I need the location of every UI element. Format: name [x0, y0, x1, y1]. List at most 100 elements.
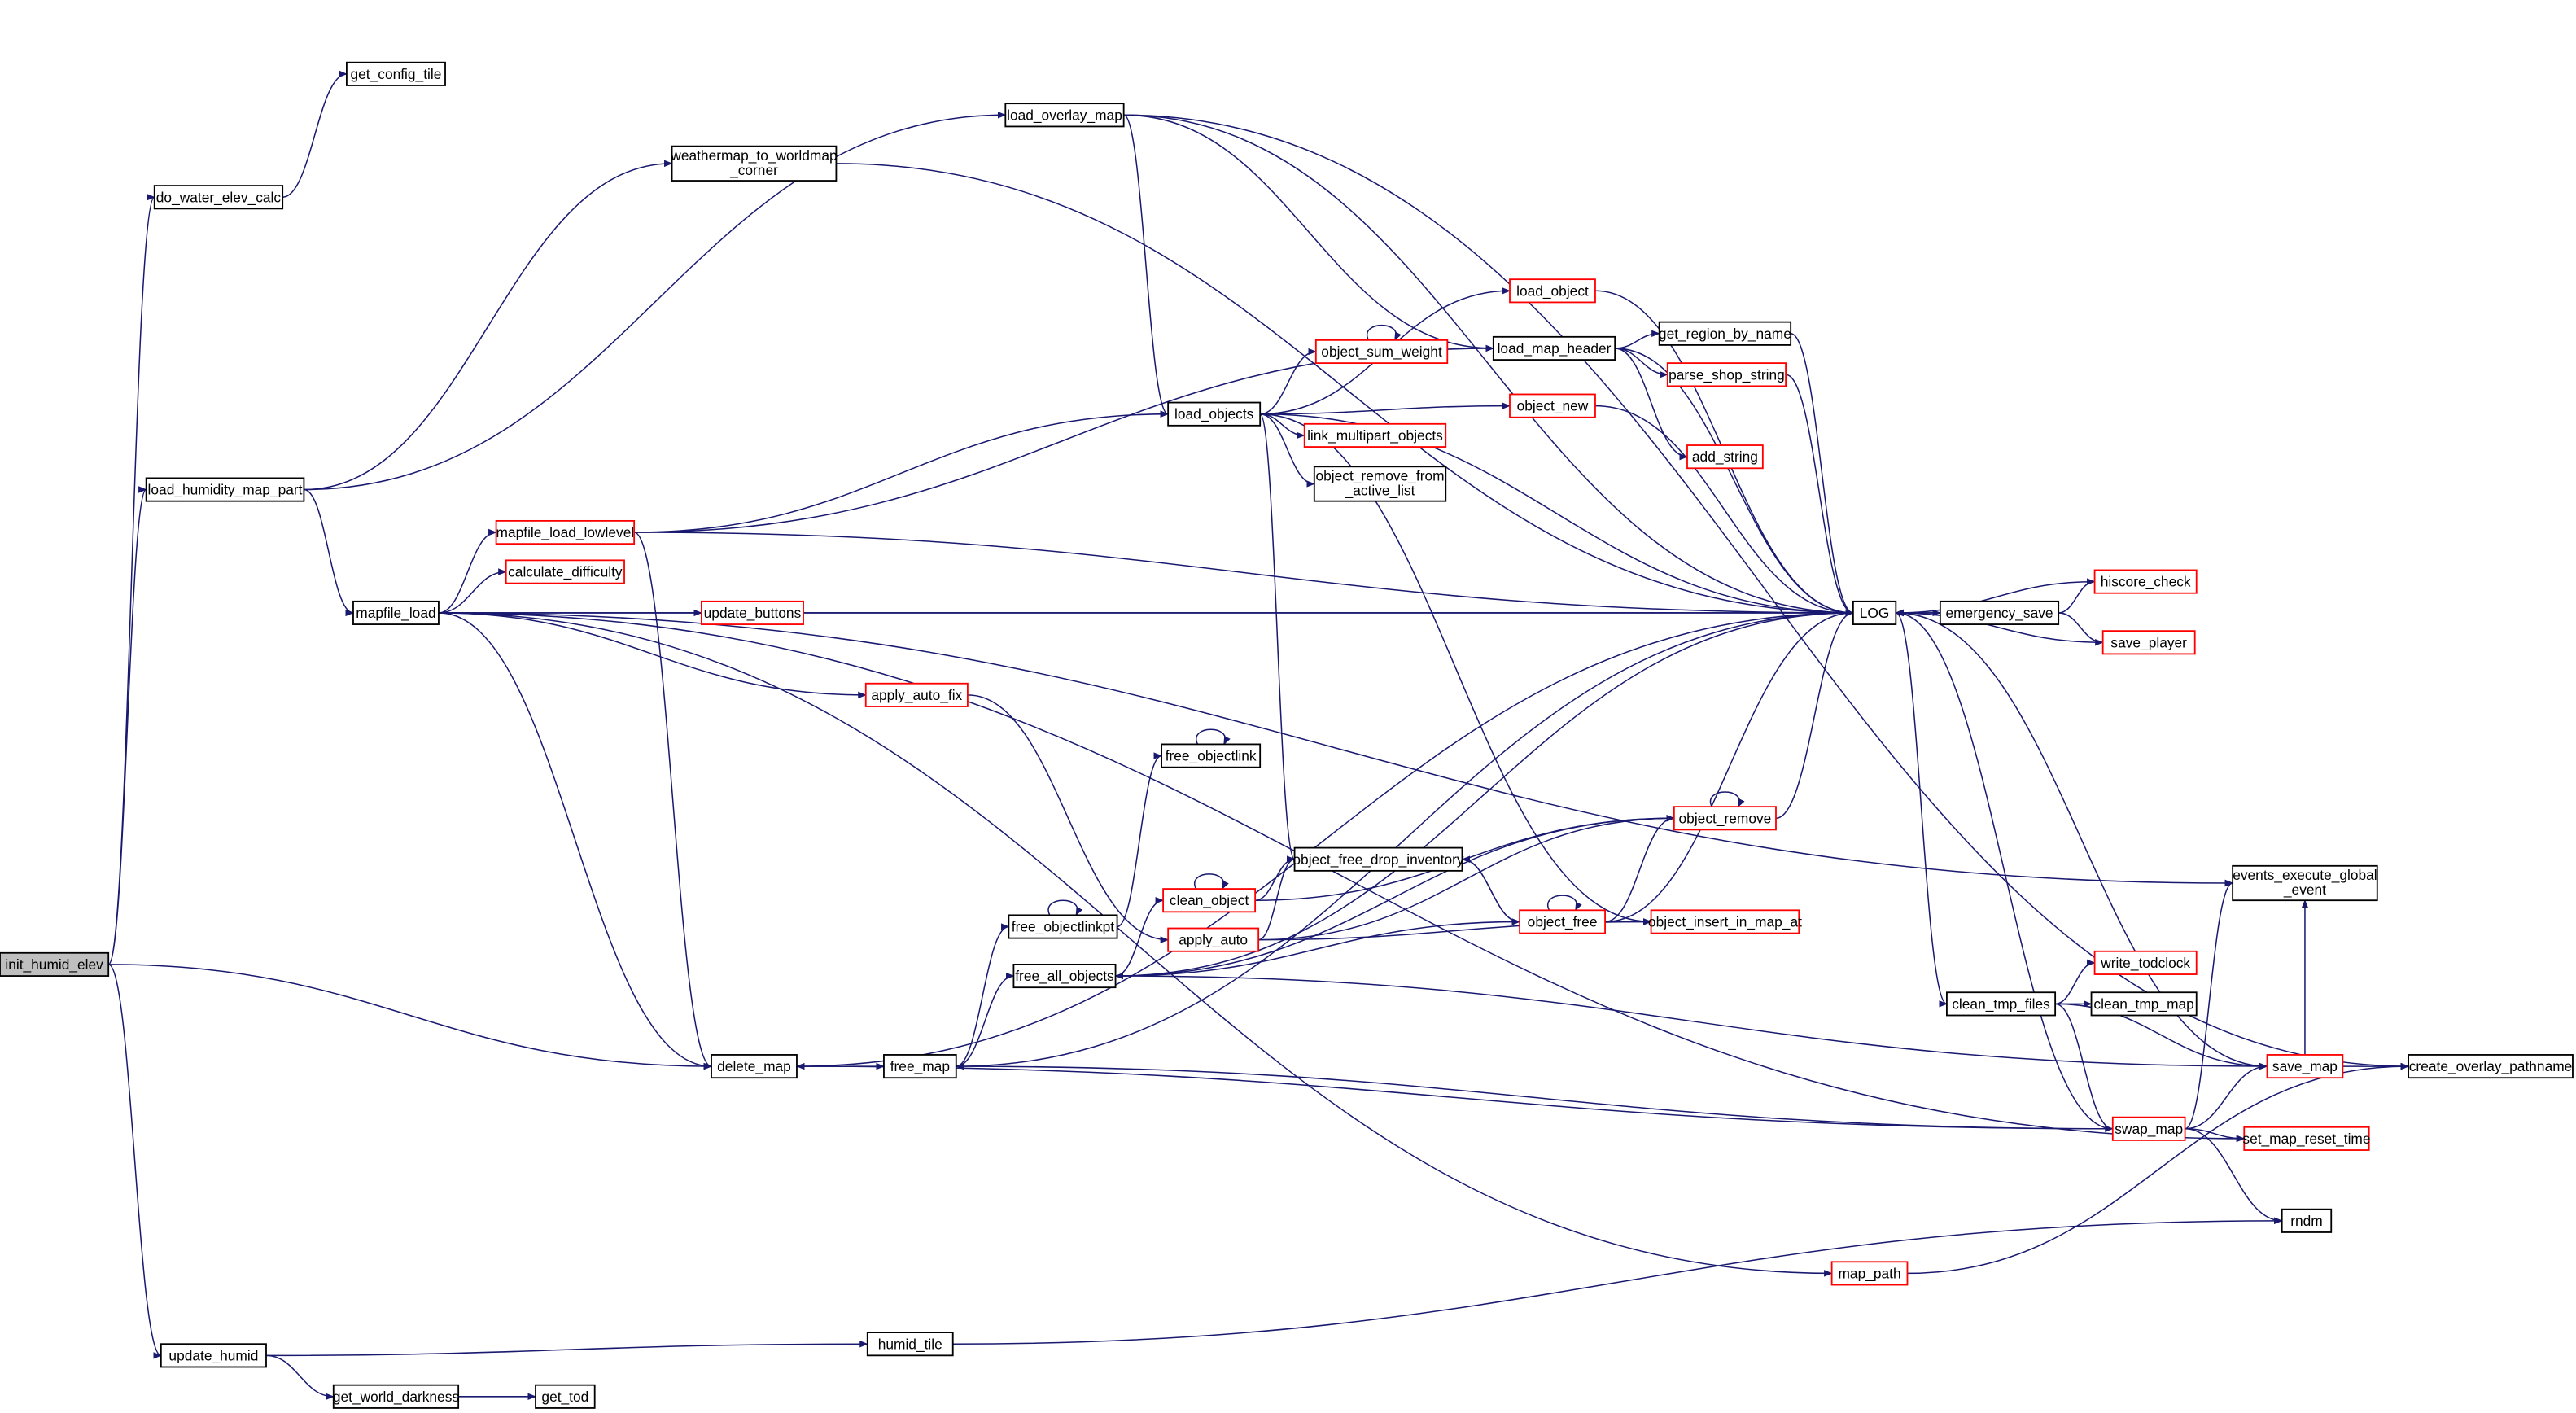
- edge-LOG-to-clean-tmp-files: [1895, 612, 1948, 1008]
- node-delete-map[interactable]: delete_map: [711, 1054, 798, 1079]
- node-save-map[interactable]: save_map: [2266, 1054, 2344, 1079]
- node-label: hiscore_check: [2101, 574, 2191, 590]
- node-apply-auto[interactable]: apply_auto: [1167, 927, 1260, 952]
- node-create-overlay-pathname[interactable]: create_overlay_pathname: [2408, 1054, 2574, 1079]
- node-object-remove-from-active-list[interactable]: object_remove_from_active_list: [1313, 466, 1447, 502]
- node-box: [1303, 422, 1447, 448]
- node-label: LOG: [1860, 605, 1890, 621]
- node-label: load_map_header: [1498, 340, 1612, 357]
- node-box: [700, 600, 804, 625]
- node-label: object_remove: [1679, 810, 1772, 826]
- node-box: [883, 1054, 957, 1079]
- node-parse-shop-string[interactable]: parse_shop_string: [1666, 362, 1787, 387]
- node-box: [535, 1384, 596, 1409]
- edge-update-humid-to-humid-tile: [265, 1340, 868, 1357]
- node-box: [2266, 1054, 2344, 1079]
- node-load-objects[interactable]: load_objects: [1167, 401, 1262, 427]
- node-get-region-by-name[interactable]: get_region_by_name: [1658, 321, 1792, 346]
- edge-free-objectlink-to-free-objectlink: [1196, 728, 1231, 746]
- edge-humid-tile-to-rndm: [952, 1217, 2283, 1345]
- node-swap-map[interactable]: swap_map: [2111, 1116, 2186, 1141]
- node-box: [1004, 103, 1125, 128]
- node-load-map-header[interactable]: load_map_header: [1492, 335, 1616, 361]
- edge-free-all-objects-to-object-free: [1115, 918, 1521, 977]
- node-mapfile-load-lowlevel[interactable]: mapfile_load_lowlevel: [495, 519, 636, 545]
- node-set-map-reset-time[interactable]: set_map_reset_time: [2242, 1126, 2371, 1151]
- node-do-water-elev-calc[interactable]: do_water_elev_calc: [153, 185, 284, 210]
- node-load-overlay-map[interactable]: load_overlay_map: [1004, 103, 1125, 128]
- node-label: update_buttons: [704, 605, 802, 621]
- node-box: [1313, 466, 1447, 502]
- node-label: link_multipart_objects: [1307, 427, 1443, 444]
- node-get-world-darkness[interactable]: get_world_darkness: [333, 1384, 460, 1409]
- node-save-player[interactable]: save_player: [2101, 630, 2196, 655]
- node-emergency-save[interactable]: emergency_save: [1939, 600, 2060, 625]
- node-events-execute-global-event[interactable]: events_execute_global_event: [2232, 864, 2378, 902]
- node-get-config-tile[interactable]: get_config_tile: [345, 61, 446, 86]
- edge-emergency-save-to-hiscore-check: [2058, 578, 2096, 614]
- node-LOG[interactable]: LOG: [1852, 600, 1897, 625]
- edge-load-humidity-map-part-to-load-overlay-map: [304, 112, 1007, 491]
- edge-swap-map-to-events-execute-global-event: [2185, 879, 2234, 1130]
- node-free-map[interactable]: free_map: [883, 1054, 957, 1079]
- edge-apply-auto-fix-to-apply-auto: [967, 694, 1170, 943]
- edge-load-map-header-to-add-string: [1615, 348, 1689, 461]
- node-object-new[interactable]: object_new: [1509, 393, 1596, 418]
- edge-object-free-to-LOG: [1605, 609, 1854, 923]
- node-label: load_overlay_map: [1007, 107, 1122, 123]
- node-object-sum-weight[interactable]: object_sum_weight: [1314, 339, 1449, 365]
- node-label: free_map: [890, 1058, 950, 1074]
- node-box: [2232, 864, 2378, 902]
- node-apply-auto-fix[interactable]: apply_auto_fix: [864, 682, 969, 707]
- node-clean-object[interactable]: clean_object: [1162, 888, 1257, 913]
- node-clean-tmp-map[interactable]: clean_tmp_map: [2090, 991, 2198, 1017]
- edge-load-overlay-map-to-load-map-header: [1123, 114, 1494, 352]
- edge-swap-map-to-delete-map: [795, 1062, 2113, 1130]
- node-label: save_player: [2110, 634, 2187, 650]
- node-link-multipart-objects[interactable]: link_multipart_objects: [1303, 422, 1447, 448]
- node-update-buttons[interactable]: update_buttons: [700, 600, 804, 625]
- node-map-path[interactable]: map_path: [1830, 1261, 1909, 1286]
- node-write-todclock[interactable]: write_todclock: [2093, 950, 2198, 975]
- node-box: [866, 1332, 954, 1357]
- node-get-tod[interactable]: get_tod: [535, 1384, 596, 1409]
- node-free-objectlink[interactable]: free_objectlink: [1161, 743, 1262, 768]
- node-layer: init_humid_elev do_water_elev_calc get_con…: [0, 61, 2574, 1409]
- node-label: get_config_tile: [351, 66, 442, 82]
- node-humid-tile[interactable]: humid_tile: [866, 1332, 954, 1357]
- node-weathermap-to-worldmap-corner[interactable]: weathermap_to_worldmap_corner: [670, 145, 838, 182]
- node-load-humidity-map-part[interactable]: load_humidity_map_part: [145, 477, 305, 502]
- node-label: events_execute_global: [2233, 867, 2377, 883]
- node-box: [160, 1343, 267, 1368]
- node-load-object[interactable]: load_object: [1509, 278, 1596, 304]
- node-label: delete_map: [717, 1058, 791, 1074]
- node-clean-tmp-files[interactable]: clean_tmp_files: [1946, 991, 2057, 1017]
- node-init-humid-elev[interactable]: init_humid_elev: [0, 951, 110, 977]
- node-rndm[interactable]: rndm: [2281, 1208, 2333, 1233]
- edge-update-humid-to-get-world-darkness: [265, 1354, 335, 1401]
- node-object-remove[interactable]: object_remove: [1673, 806, 1777, 831]
- node-object-insert-in-map-at[interactable]: object_insert_in_map_at: [1648, 909, 1802, 934]
- edge-load-overlay-map-to-load-objects: [1123, 114, 1170, 418]
- node-update-humid[interactable]: update_humid: [160, 1343, 267, 1368]
- node-object-free-drop-inventory[interactable]: object_free_drop_inventory: [1292, 846, 1464, 872]
- edge-hiscore-check-to-LOG: [1895, 580, 2095, 617]
- node-object-free[interactable]: object_free: [1519, 909, 1606, 934]
- node-free-all-objects[interactable]: free_all_objects: [1012, 964, 1117, 989]
- node-box: [1293, 846, 1463, 872]
- node-calculate-difficulty[interactable]: calculate_difficulty: [505, 559, 625, 584]
- edge-free-objectlinkpt-to-free-objectlinkpt: [1047, 899, 1083, 916]
- edge-object-remove-to-LOG: [1775, 609, 1854, 820]
- edge-load-objects-to-object-sum-weight: [1260, 348, 1317, 415]
- node-label: add_string: [1692, 448, 1758, 465]
- node-label: _event: [2283, 881, 2326, 898]
- edge-swap-map-to-save-map: [2185, 1062, 2268, 1130]
- node-free-objectlinkpt[interactable]: free_objectlinkpt: [1008, 914, 1118, 939]
- node-label: object_remove_from: [1315, 467, 1444, 483]
- node-mapfile-load[interactable]: mapfile_load: [352, 600, 440, 625]
- node-label: map_path: [1838, 1265, 1900, 1281]
- edge-mapfile-load-to-delete-map: [438, 612, 713, 1070]
- node-hiscore-check[interactable]: hiscore_check: [2093, 569, 2198, 594]
- node-add-string[interactable]: add_string: [1686, 444, 1764, 470]
- node-label: write_todclock: [2100, 955, 2190, 971]
